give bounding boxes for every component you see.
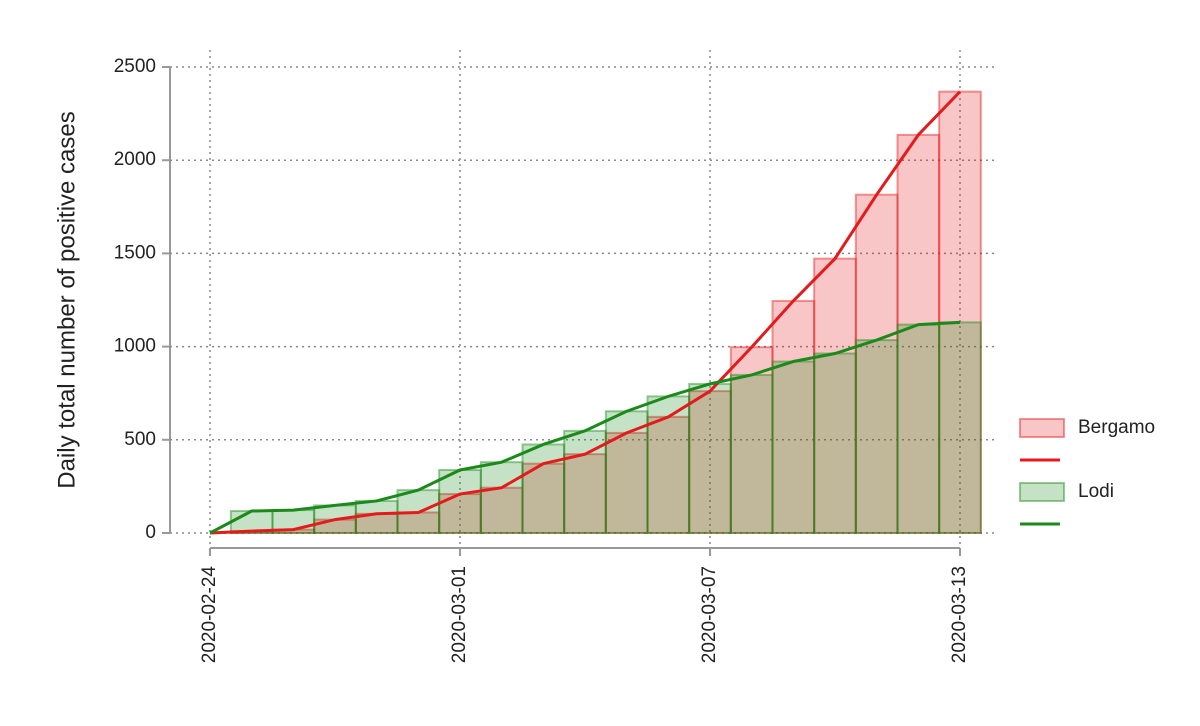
bar (854, 193, 899, 535)
bar (771, 360, 816, 534)
y-tick-label: 0 (145, 522, 156, 543)
y-tick-label: 1500 (114, 242, 156, 263)
bar (479, 486, 524, 535)
y-axis-label: Daily total number of positive cases (53, 111, 80, 489)
bar (563, 453, 607, 534)
bar (896, 133, 941, 534)
line (209, 90, 962, 535)
y-tick-label: 2500 (114, 56, 156, 77)
bar (729, 373, 774, 534)
y-tick-label: 500 (124, 429, 156, 450)
x-tick-label: 2020-03-13 (949, 566, 970, 663)
bar (813, 257, 857, 534)
bar (688, 390, 732, 534)
bar (938, 321, 982, 535)
bar (604, 410, 649, 534)
bar (521, 443, 566, 534)
bar (521, 462, 566, 535)
y-tick-label: 1000 (114, 336, 156, 357)
y-tick-label: 2000 (114, 149, 156, 170)
bar (854, 339, 899, 534)
legend-label: Bergamo (1078, 417, 1155, 438)
x-tick-label: 2020-02-24 (199, 566, 220, 664)
bar (938, 90, 982, 534)
x-tick-label: 2020-03-01 (449, 566, 470, 663)
legend-swatch (1019, 418, 1065, 438)
legend-label: Lodi (1078, 481, 1114, 502)
line (209, 320, 961, 535)
bar (646, 415, 691, 534)
legend-swatch (1019, 482, 1065, 502)
bar (479, 461, 524, 534)
x-tick-label: 2020-03-07 (699, 566, 720, 663)
bar (896, 323, 941, 534)
bar (813, 352, 857, 534)
bar (688, 382, 732, 534)
